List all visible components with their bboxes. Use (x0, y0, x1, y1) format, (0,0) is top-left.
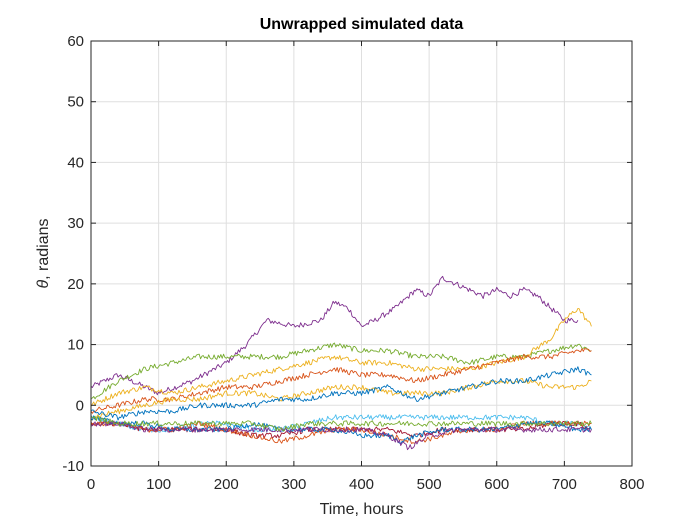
x-tick-label: 700 (552, 476, 577, 493)
x-tick-label: 300 (281, 476, 306, 493)
x-tick-label: 800 (619, 476, 644, 493)
tick-marks (90, 40, 633, 467)
series-line-5 (90, 378, 592, 421)
plot-area: 0 100 200 300 400 500 600 700 800 -1001020304050… (62, 33, 644, 493)
series-line-12 (90, 415, 592, 432)
x-tick-label: 500 (417, 476, 442, 493)
x-axis-title: Time, hours (320, 501, 404, 518)
y-axis-text: , radians (35, 218, 52, 279)
y-tick-label: 50 (67, 94, 84, 111)
x-tick-label: 200 (214, 476, 239, 493)
y-tick-label: -10 (62, 458, 84, 475)
y-tick-label: 30 (67, 215, 84, 232)
y-tick-label: 0 (76, 397, 84, 414)
y-tick-label: 20 (67, 276, 84, 293)
y-tick-label: 40 (67, 154, 84, 171)
y-axis-title: θ, radians (35, 218, 52, 288)
series-line-4 (90, 348, 592, 414)
y-tick-labels: -10 0 10 20 30 40 50 60 (62, 33, 84, 475)
x-tick-label: 0 (87, 476, 95, 493)
series-line-11 (90, 420, 592, 451)
y-tick-label: 10 (67, 337, 84, 354)
x-tick-label: 100 (146, 476, 171, 493)
series-lines (90, 275, 592, 451)
series-line-1 (90, 275, 579, 396)
y-tick-label: 60 (67, 33, 84, 50)
x-tick-label: 400 (349, 476, 374, 493)
y-axis-symbol: θ (35, 280, 52, 289)
series-line-6 (90, 366, 592, 421)
x-tick-labels: 0 100 200 300 400 500 600 700 800 (87, 476, 645, 493)
x-tick-label: 600 (484, 476, 509, 493)
chart-title: Unwrapped simulated data (260, 16, 464, 33)
